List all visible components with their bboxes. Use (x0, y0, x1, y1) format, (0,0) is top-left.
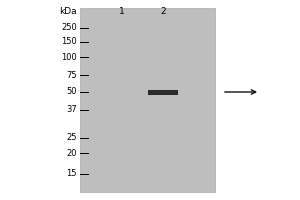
Text: 20: 20 (67, 148, 77, 158)
Text: 100: 100 (61, 52, 77, 62)
Text: 250: 250 (61, 23, 77, 32)
Text: 1: 1 (119, 7, 125, 17)
Text: 75: 75 (66, 71, 77, 79)
Bar (80, 8, 215, 192)
Text: 50: 50 (67, 88, 77, 97)
Text: 37: 37 (66, 106, 77, 114)
Text: 2: 2 (160, 7, 166, 17)
Text: 25: 25 (67, 134, 77, 142)
Text: 150: 150 (61, 38, 77, 46)
Bar (148, 90, 178, 95)
Text: kDa: kDa (59, 7, 77, 17)
Text: 15: 15 (67, 170, 77, 178)
